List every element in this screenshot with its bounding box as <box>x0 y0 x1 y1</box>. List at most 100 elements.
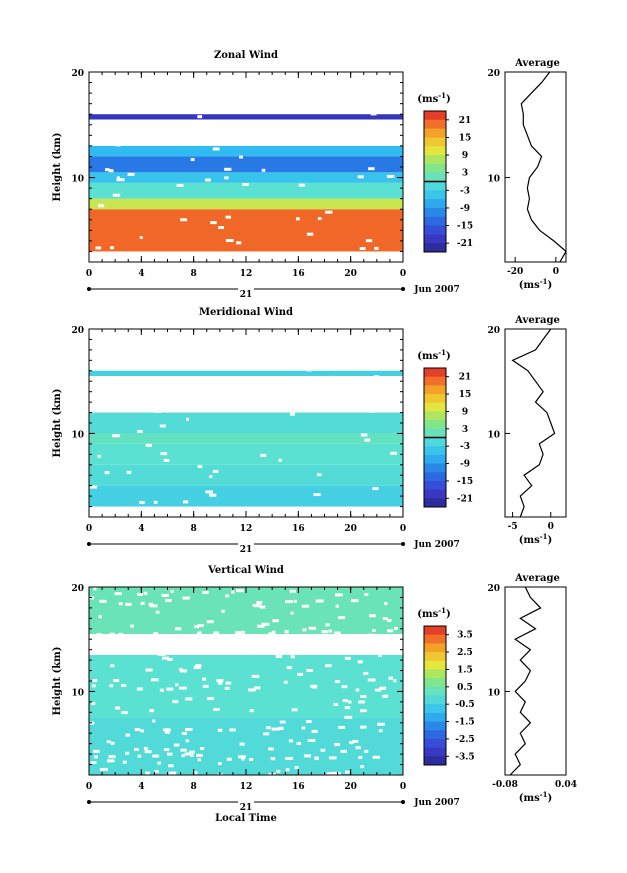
heatmap-gap <box>218 226 224 230</box>
heatmap-gap <box>118 602 123 606</box>
heatmap-gap <box>148 602 154 606</box>
heatmap-gap <box>313 493 321 497</box>
average-y-tick-label: 10 <box>487 430 500 440</box>
heatmap-gap <box>109 632 115 636</box>
colorbar-swatch <box>424 712 446 723</box>
heatmap-gap <box>317 635 322 639</box>
colorbar-tick-label: 21 <box>459 373 472 383</box>
heatmap-gap <box>270 380 279 384</box>
date-line-start <box>87 542 91 546</box>
heatmap-gap <box>305 720 312 724</box>
colorbar-swatch <box>424 402 446 412</box>
heatmap-gap <box>235 631 241 635</box>
y-tick-label: 20 <box>71 584 84 594</box>
heatmap-gap <box>288 739 294 743</box>
heatmap-gap <box>122 760 127 764</box>
heatmap-gap <box>297 672 304 676</box>
heatmap-gap <box>162 656 169 660</box>
heatmap-gap <box>268 632 276 636</box>
heatmap-gap <box>285 600 294 604</box>
heatmap-gap <box>196 753 203 757</box>
heatmap-gap <box>249 757 254 761</box>
heatmap-gap <box>295 217 300 221</box>
heatmap-band <box>89 412 403 434</box>
heatmap-gap <box>170 91 174 95</box>
heatmap-gap <box>199 648 206 652</box>
heatmap-gap <box>130 645 138 649</box>
heatmap-gap <box>311 729 318 733</box>
colorbar-swatch <box>424 243 446 253</box>
heatmap-gap <box>179 669 188 673</box>
heatmap-gap <box>224 167 232 171</box>
heatmap-gap <box>195 664 202 668</box>
heatmap-gap <box>242 183 249 187</box>
heatmap-gap <box>387 619 392 623</box>
heatmap-gap <box>178 686 187 690</box>
heatmap-gap <box>189 80 195 84</box>
heatmap-gap <box>289 589 296 593</box>
x-tick-label: 12 <box>240 269 253 279</box>
heatmap-gaps <box>89 329 398 520</box>
heatmap-gap <box>369 614 376 618</box>
heatmap-gap <box>289 412 295 416</box>
heatmap-gap <box>144 750 152 754</box>
heatmap-gap <box>212 147 220 151</box>
date-line-end <box>401 287 405 291</box>
heatmap-gap <box>90 761 97 765</box>
heatmap-gaps <box>89 587 398 778</box>
heatmap-gap <box>202 507 208 511</box>
average-x-tick-label: 0.04 <box>555 780 577 790</box>
heatmap-gap <box>167 752 173 756</box>
heatmap-gap <box>387 629 394 633</box>
heatmap-gap <box>157 761 162 765</box>
colorbar-tick-label: -0.5 <box>455 700 474 710</box>
heatmap-gap <box>163 458 170 462</box>
heatmap-gap <box>142 635 149 639</box>
colorbar-swatch <box>424 411 446 421</box>
heatmap-gap <box>263 732 270 736</box>
heatmap-gap <box>301 604 310 608</box>
heatmap-gap <box>333 702 338 706</box>
heatmap-gap <box>193 665 202 669</box>
heatmap-gap <box>199 747 205 751</box>
heatmap-gap <box>161 593 169 597</box>
colorbar-tick-label: 1.5 <box>457 665 473 675</box>
heatmap-gap <box>98 204 105 208</box>
heatmap-gap <box>112 193 121 197</box>
heatmap-gap <box>268 747 274 751</box>
heatmap-gap <box>380 350 386 354</box>
heatmap-gap <box>275 654 283 658</box>
heatmap-gap <box>125 733 130 737</box>
heatmap-gap <box>218 762 222 766</box>
heatmap-gap <box>89 485 98 489</box>
heatmap-gap <box>109 664 115 668</box>
y-tick-label: 10 <box>71 688 84 698</box>
colorbar-tick-label: 15 <box>459 390 472 400</box>
average-unit: (ms-1) <box>519 790 552 804</box>
heatmap-gap <box>163 728 171 732</box>
heatmap-gap <box>224 686 230 690</box>
heatmap-gap <box>325 664 332 668</box>
heatmap-gap <box>306 669 313 673</box>
average-profile: Average 20 10 -5 0(ms-1) <box>487 315 567 546</box>
heatmap-gap <box>155 610 160 614</box>
heatmap-gap <box>374 246 379 250</box>
average-frame <box>504 328 567 518</box>
heatmap-gaps <box>95 73 395 264</box>
heatmap-gap <box>167 657 173 661</box>
heatmap-gap <box>207 402 211 406</box>
heatmap-gap <box>368 633 375 637</box>
y-axis-label: Height (km) <box>52 647 63 716</box>
heatmap-gap <box>209 475 213 479</box>
heatmap-gap <box>251 674 260 678</box>
heatmap-gap <box>163 748 170 752</box>
heatmap-gap <box>340 749 347 753</box>
heatmap-gap <box>360 695 367 699</box>
average-x-tick-label: -0.08 <box>492 780 518 790</box>
colorbar-swatch <box>424 234 446 244</box>
heatmap-gap <box>225 594 230 598</box>
heatmap-gap <box>240 392 244 396</box>
heatmap-gap <box>346 633 353 637</box>
colorbar-swatch <box>424 216 446 227</box>
heatmap-gap <box>378 729 383 733</box>
